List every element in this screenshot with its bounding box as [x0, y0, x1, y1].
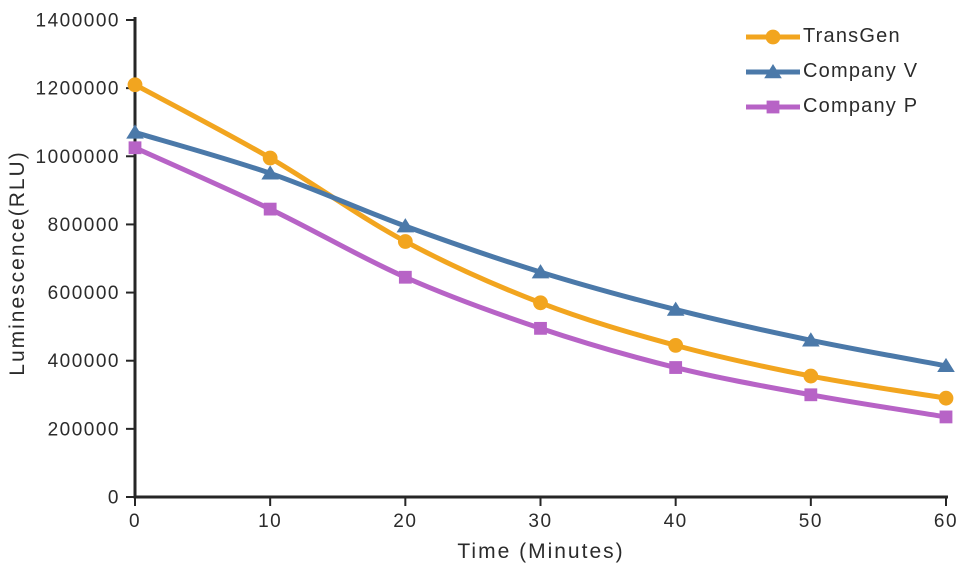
marker-square-company-p	[263, 202, 277, 216]
x-axis-title: Time (Minutes)	[457, 540, 625, 563]
marker-square-company-p	[534, 321, 547, 335]
series-line-transgen	[132, 82, 949, 401]
y-tick-label: 800000	[48, 215, 120, 236]
y-tick-label: 1200000	[36, 79, 120, 100]
marker-triangle-company-v	[396, 218, 415, 233]
legend: TransGen Company V Company P	[746, 24, 918, 119]
marker-square-company-p	[128, 141, 142, 155]
marker-circle-transgen	[533, 295, 548, 311]
legend-item-company-v: Company V	[746, 59, 918, 84]
marker-triangle-company-v	[531, 264, 550, 279]
y-tick-label: 600000	[48, 283, 120, 304]
y-tick-label: 200000	[48, 419, 120, 440]
y-tick-label: 1000000	[36, 147, 120, 168]
marker-square-company-p	[939, 410, 953, 424]
x-tick-label: 30	[528, 511, 552, 532]
circle-marker-icon	[765, 29, 781, 44]
x-tick-label: 10	[258, 511, 282, 532]
x-tick-label: 50	[799, 511, 823, 532]
legend-item-transgen: TransGen	[746, 24, 918, 49]
y-tick-label: 0	[108, 488, 120, 509]
x-tick-label: 0	[129, 511, 141, 532]
y-tick-label: 1400000	[36, 11, 120, 32]
square-marker-icon	[766, 100, 780, 113]
triangle-marker-icon	[764, 63, 782, 78]
marker-circle-transgen	[938, 390, 954, 406]
marker-square-company-p	[669, 361, 683, 374]
legend-swatch-circle-icon	[746, 29, 800, 44]
legend-label: Company V	[803, 60, 919, 82]
marker-triangle-company-v	[802, 332, 820, 347]
x-tick-label: 20	[393, 511, 417, 532]
marker-triangle-company-v	[261, 165, 279, 180]
legend-label: Company P	[803, 95, 919, 117]
marker-square-company-p	[804, 388, 818, 402]
legend-swatch-square-icon	[746, 100, 800, 113]
legend-label: TransGen	[803, 25, 901, 47]
y-axis-title: Luminescence(RLU)	[6, 150, 29, 376]
legend-item-company-p: Company P	[746, 94, 918, 119]
marker-circle-transgen	[397, 234, 413, 249]
y-tick-label: 400000	[48, 351, 120, 372]
marker-triangle-company-v	[937, 357, 955, 373]
marker-circle-transgen	[668, 337, 684, 353]
marker-square-company-p	[398, 270, 412, 284]
legend-swatch-triangle-icon	[746, 63, 800, 78]
marker-circle-transgen	[262, 150, 278, 166]
marker-triangle-company-v	[126, 124, 144, 139]
marker-triangle-company-v	[666, 301, 685, 316]
marker-circle-transgen	[127, 77, 143, 93]
x-tick-label: 60	[934, 511, 958, 532]
marker-circle-transgen	[803, 368, 819, 384]
x-tick-label: 40	[664, 511, 688, 532]
